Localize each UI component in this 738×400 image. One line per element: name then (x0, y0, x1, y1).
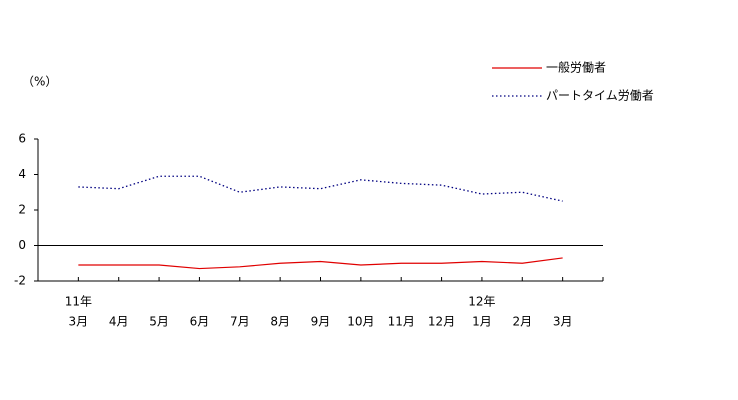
x-tick-label: 3月 (553, 315, 573, 329)
y-tick-label: 4 (18, 167, 26, 181)
x-tick-label: 4月 (109, 315, 129, 329)
legend-label: パートタイム労働者 (546, 89, 654, 103)
x-tick-label: 3月 (69, 315, 89, 329)
x-tick-label: 1月 (472, 315, 492, 329)
x-tick-label: 5月 (149, 315, 169, 329)
x-tick-label: 9月 (311, 315, 331, 329)
series-line (78, 175, 563, 202)
y-tick-label: 2 (18, 203, 26, 217)
series-line (78, 257, 563, 270)
y-tick-label: -2 (14, 274, 26, 288)
x-tick-label: 12月 (428, 315, 455, 329)
y-axis-label: （%） (22, 75, 57, 89)
legend-label: 一般労働者 (546, 60, 606, 75)
x-tick-label: 10月 (347, 315, 374, 329)
x-tick-label: 6月 (190, 315, 210, 329)
x-tick-label: 8月 (270, 315, 290, 329)
y-tick-label: 0 (18, 238, 26, 252)
x-tick-label: 11月 (388, 315, 415, 329)
y-tick-label: 6 (18, 132, 26, 146)
x-tick-label: 2月 (512, 315, 532, 329)
x-tick-label: 7月 (230, 315, 250, 329)
year-label: 12年 (468, 295, 495, 309)
year-label: 11年 (65, 295, 92, 309)
